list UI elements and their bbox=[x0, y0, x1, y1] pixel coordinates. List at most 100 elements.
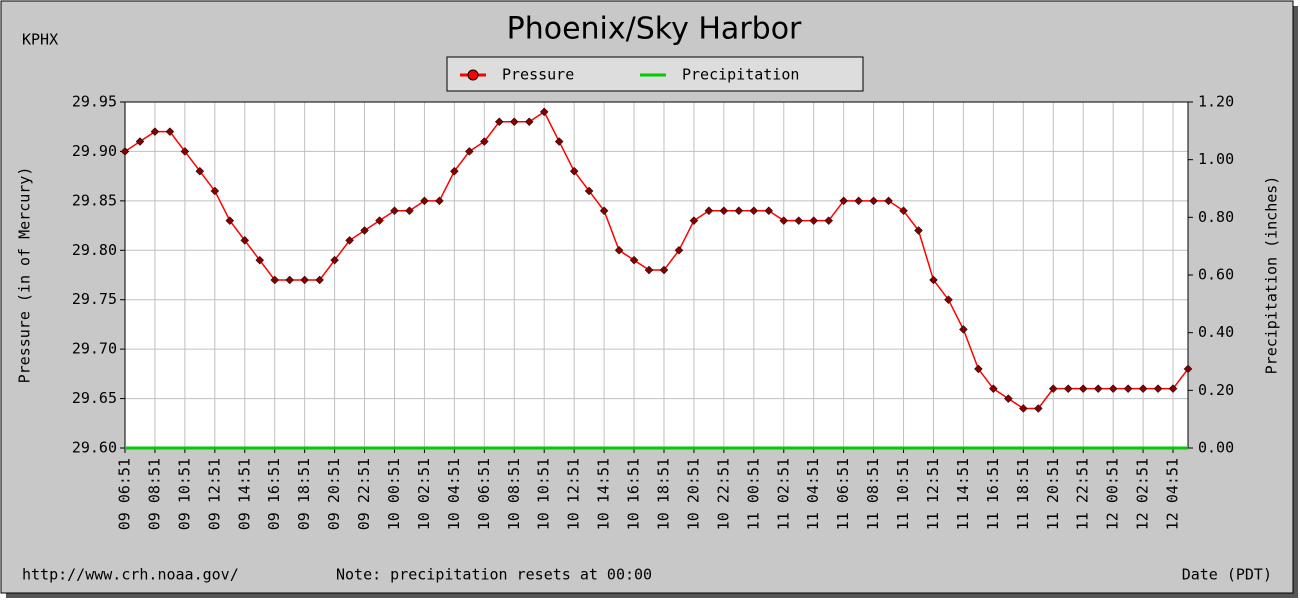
data-point bbox=[584, 186, 594, 196]
x-tick-label: 11 08:51 bbox=[864, 458, 882, 530]
data-point bbox=[135, 137, 145, 146]
data-point bbox=[210, 186, 220, 196]
data-point bbox=[959, 325, 968, 334]
data-point bbox=[929, 275, 938, 285]
plot-area bbox=[125, 102, 1188, 448]
data-point bbox=[704, 206, 714, 216]
x-tick-label: 09 16:51 bbox=[265, 458, 283, 530]
data-point bbox=[884, 196, 893, 206]
y2-tick-label: 1.20 bbox=[1198, 93, 1234, 111]
x-tick-label: 11 20:51 bbox=[1044, 458, 1062, 530]
y2-tick-label: 0.80 bbox=[1198, 208, 1234, 226]
x-tick-label: 10 00:51 bbox=[385, 458, 403, 530]
x-tick-label: 11 06:51 bbox=[834, 458, 852, 530]
x-tick-label: 11 00:51 bbox=[744, 458, 762, 530]
data-point bbox=[794, 216, 804, 225]
data-point bbox=[405, 206, 414, 216]
y2-tick-label: 1.00 bbox=[1198, 150, 1234, 168]
data-point bbox=[599, 206, 609, 216]
data-point bbox=[300, 275, 310, 285]
x-tick-label: 09 12:51 bbox=[205, 458, 223, 530]
data-point bbox=[464, 147, 474, 156]
data-point bbox=[629, 255, 639, 265]
x-tick-label: 09 20:51 bbox=[325, 458, 343, 530]
data-point bbox=[1108, 384, 1118, 394]
data-point bbox=[764, 206, 774, 216]
x-tick-label: 09 14:51 bbox=[235, 458, 253, 530]
y-tick-label: 29.70 bbox=[72, 340, 117, 358]
x-tick-label: 10 16:51 bbox=[625, 458, 643, 530]
data-point bbox=[360, 226, 369, 235]
x-tick-label: 11 18:51 bbox=[1014, 458, 1032, 530]
y2-tick-label: 0.40 bbox=[1198, 323, 1234, 341]
x-tick-label: 10 02:51 bbox=[415, 458, 433, 530]
chart-title: Phoenix/Sky Harbor bbox=[507, 12, 802, 47]
data-point bbox=[1153, 384, 1163, 394]
x-tick-label: 11 12:51 bbox=[924, 458, 942, 530]
data-point bbox=[1033, 404, 1043, 413]
data-point bbox=[659, 265, 669, 275]
data-point bbox=[285, 275, 295, 285]
y2-tick-label: 0.20 bbox=[1198, 381, 1234, 399]
x-tick-label: 09 18:51 bbox=[295, 458, 313, 530]
data-point bbox=[674, 245, 684, 255]
x-tick-label: 11 04:51 bbox=[804, 458, 822, 530]
data-point bbox=[180, 147, 190, 156]
data-point bbox=[1003, 394, 1013, 403]
y-tick-label: 29.75 bbox=[72, 290, 117, 308]
data-point bbox=[554, 137, 564, 146]
data-point bbox=[719, 206, 729, 216]
x-tick-label: 11 22:51 bbox=[1074, 458, 1092, 530]
data-point bbox=[1078, 384, 1088, 394]
data-point bbox=[345, 236, 354, 245]
data-point bbox=[240, 236, 250, 245]
data-point bbox=[150, 127, 160, 137]
data-point bbox=[1138, 384, 1148, 394]
y2-axis-label: Precipitation (inches) bbox=[1263, 176, 1281, 375]
data-point bbox=[824, 216, 834, 225]
data-point bbox=[420, 196, 429, 206]
x-tick-label: 10 20:51 bbox=[684, 458, 702, 530]
data-point bbox=[270, 275, 280, 285]
data-point bbox=[524, 117, 534, 127]
data-point bbox=[689, 216, 699, 225]
data-point bbox=[1048, 384, 1058, 394]
data-point bbox=[869, 196, 878, 206]
x-tick-label: 10 12:51 bbox=[565, 458, 583, 530]
data-point bbox=[749, 206, 759, 216]
x-tick-label: 09 08:51 bbox=[145, 458, 163, 530]
data-point bbox=[989, 384, 998, 394]
data-point bbox=[479, 137, 489, 146]
data-point bbox=[375, 216, 384, 225]
data-point bbox=[255, 255, 265, 265]
data-point bbox=[854, 196, 863, 206]
data-point bbox=[734, 206, 744, 216]
data-point bbox=[494, 117, 504, 127]
data-point bbox=[120, 147, 130, 156]
x-tick-label: 11 16:51 bbox=[984, 458, 1002, 530]
x-axis-label: Date (PDT) bbox=[1182, 566, 1272, 584]
data-point bbox=[914, 226, 923, 235]
footer-note: Note: precipitation resets at 00:00 bbox=[336, 566, 652, 584]
data-point bbox=[1018, 404, 1028, 413]
y-tick-label: 29.80 bbox=[72, 241, 117, 259]
data-point bbox=[1123, 384, 1133, 394]
data-point bbox=[225, 216, 235, 225]
x-tick-label: 10 08:51 bbox=[505, 458, 523, 530]
data-point bbox=[195, 166, 205, 176]
data-point bbox=[315, 275, 324, 285]
data-point bbox=[165, 127, 175, 137]
data-point bbox=[614, 245, 624, 255]
x-tick-label: 10 18:51 bbox=[654, 458, 672, 530]
data-point bbox=[569, 166, 579, 176]
y2-tick-label: 0.00 bbox=[1198, 439, 1234, 457]
legend-marker bbox=[467, 69, 479, 81]
x-tick-label: 10 10:51 bbox=[535, 458, 553, 530]
data-point bbox=[1093, 384, 1103, 394]
x-tick-label: 09 06:51 bbox=[116, 458, 134, 530]
data-point bbox=[1183, 364, 1193, 374]
x-tick-label: 10 14:51 bbox=[595, 458, 613, 530]
legend-label: Pressure bbox=[502, 66, 574, 84]
x-tick-label: 12 02:51 bbox=[1134, 458, 1152, 530]
x-tick-label: 12 04:51 bbox=[1164, 458, 1182, 530]
